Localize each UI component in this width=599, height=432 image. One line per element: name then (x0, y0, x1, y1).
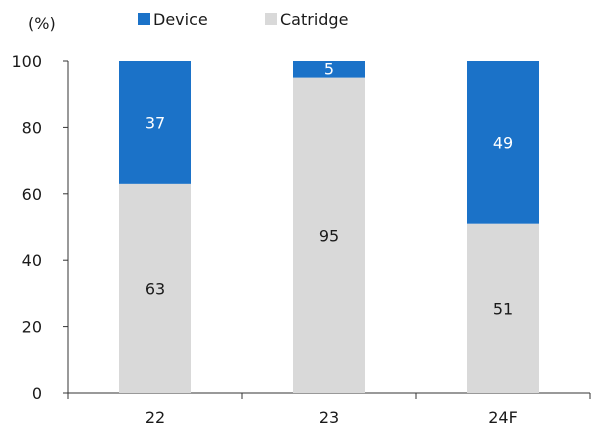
data-label-device-23: 5 (324, 59, 334, 78)
bar-catridge-22 (119, 183, 191, 393)
legend-label-device: Device (153, 10, 208, 29)
bars: 63 37 95 5 51 49 (119, 59, 539, 393)
x-tick-label: 22 (145, 408, 165, 427)
x-tick-label: 24F (488, 408, 518, 427)
data-label-catridge-23: 95 (319, 226, 339, 245)
legend: Device Catridge (138, 10, 348, 29)
y-axis: 0 20 40 60 80 100 (11, 52, 69, 403)
legend-swatch-catridge (265, 13, 277, 25)
bar-device-23 (293, 61, 365, 78)
legend-label-catridge: Catridge (280, 10, 348, 29)
data-label-catridge-22: 63 (145, 279, 165, 298)
y-tick-label: 100 (11, 52, 42, 71)
y-tick-label: 60 (22, 185, 42, 204)
y-tick-label: 20 (22, 318, 42, 337)
bar-catridge-23 (293, 77, 365, 393)
y-tick-label: 0 (32, 384, 42, 403)
bar-device-24f (467, 61, 539, 224)
x-tick-label: 23 (319, 408, 339, 427)
data-label-catridge-24f: 51 (493, 299, 513, 318)
bar-device-22 (119, 61, 191, 184)
data-label-device-22: 37 (145, 113, 165, 132)
y-tick-label: 80 (22, 118, 42, 137)
data-label-device-24f: 49 (493, 133, 513, 152)
y-unit-label: (%) (28, 14, 56, 33)
legend-swatch-device (138, 13, 150, 25)
y-tick-label: 40 (22, 251, 42, 270)
x-axis: 22 23 24F (67, 392, 591, 427)
bar-catridge-24f (467, 223, 539, 393)
